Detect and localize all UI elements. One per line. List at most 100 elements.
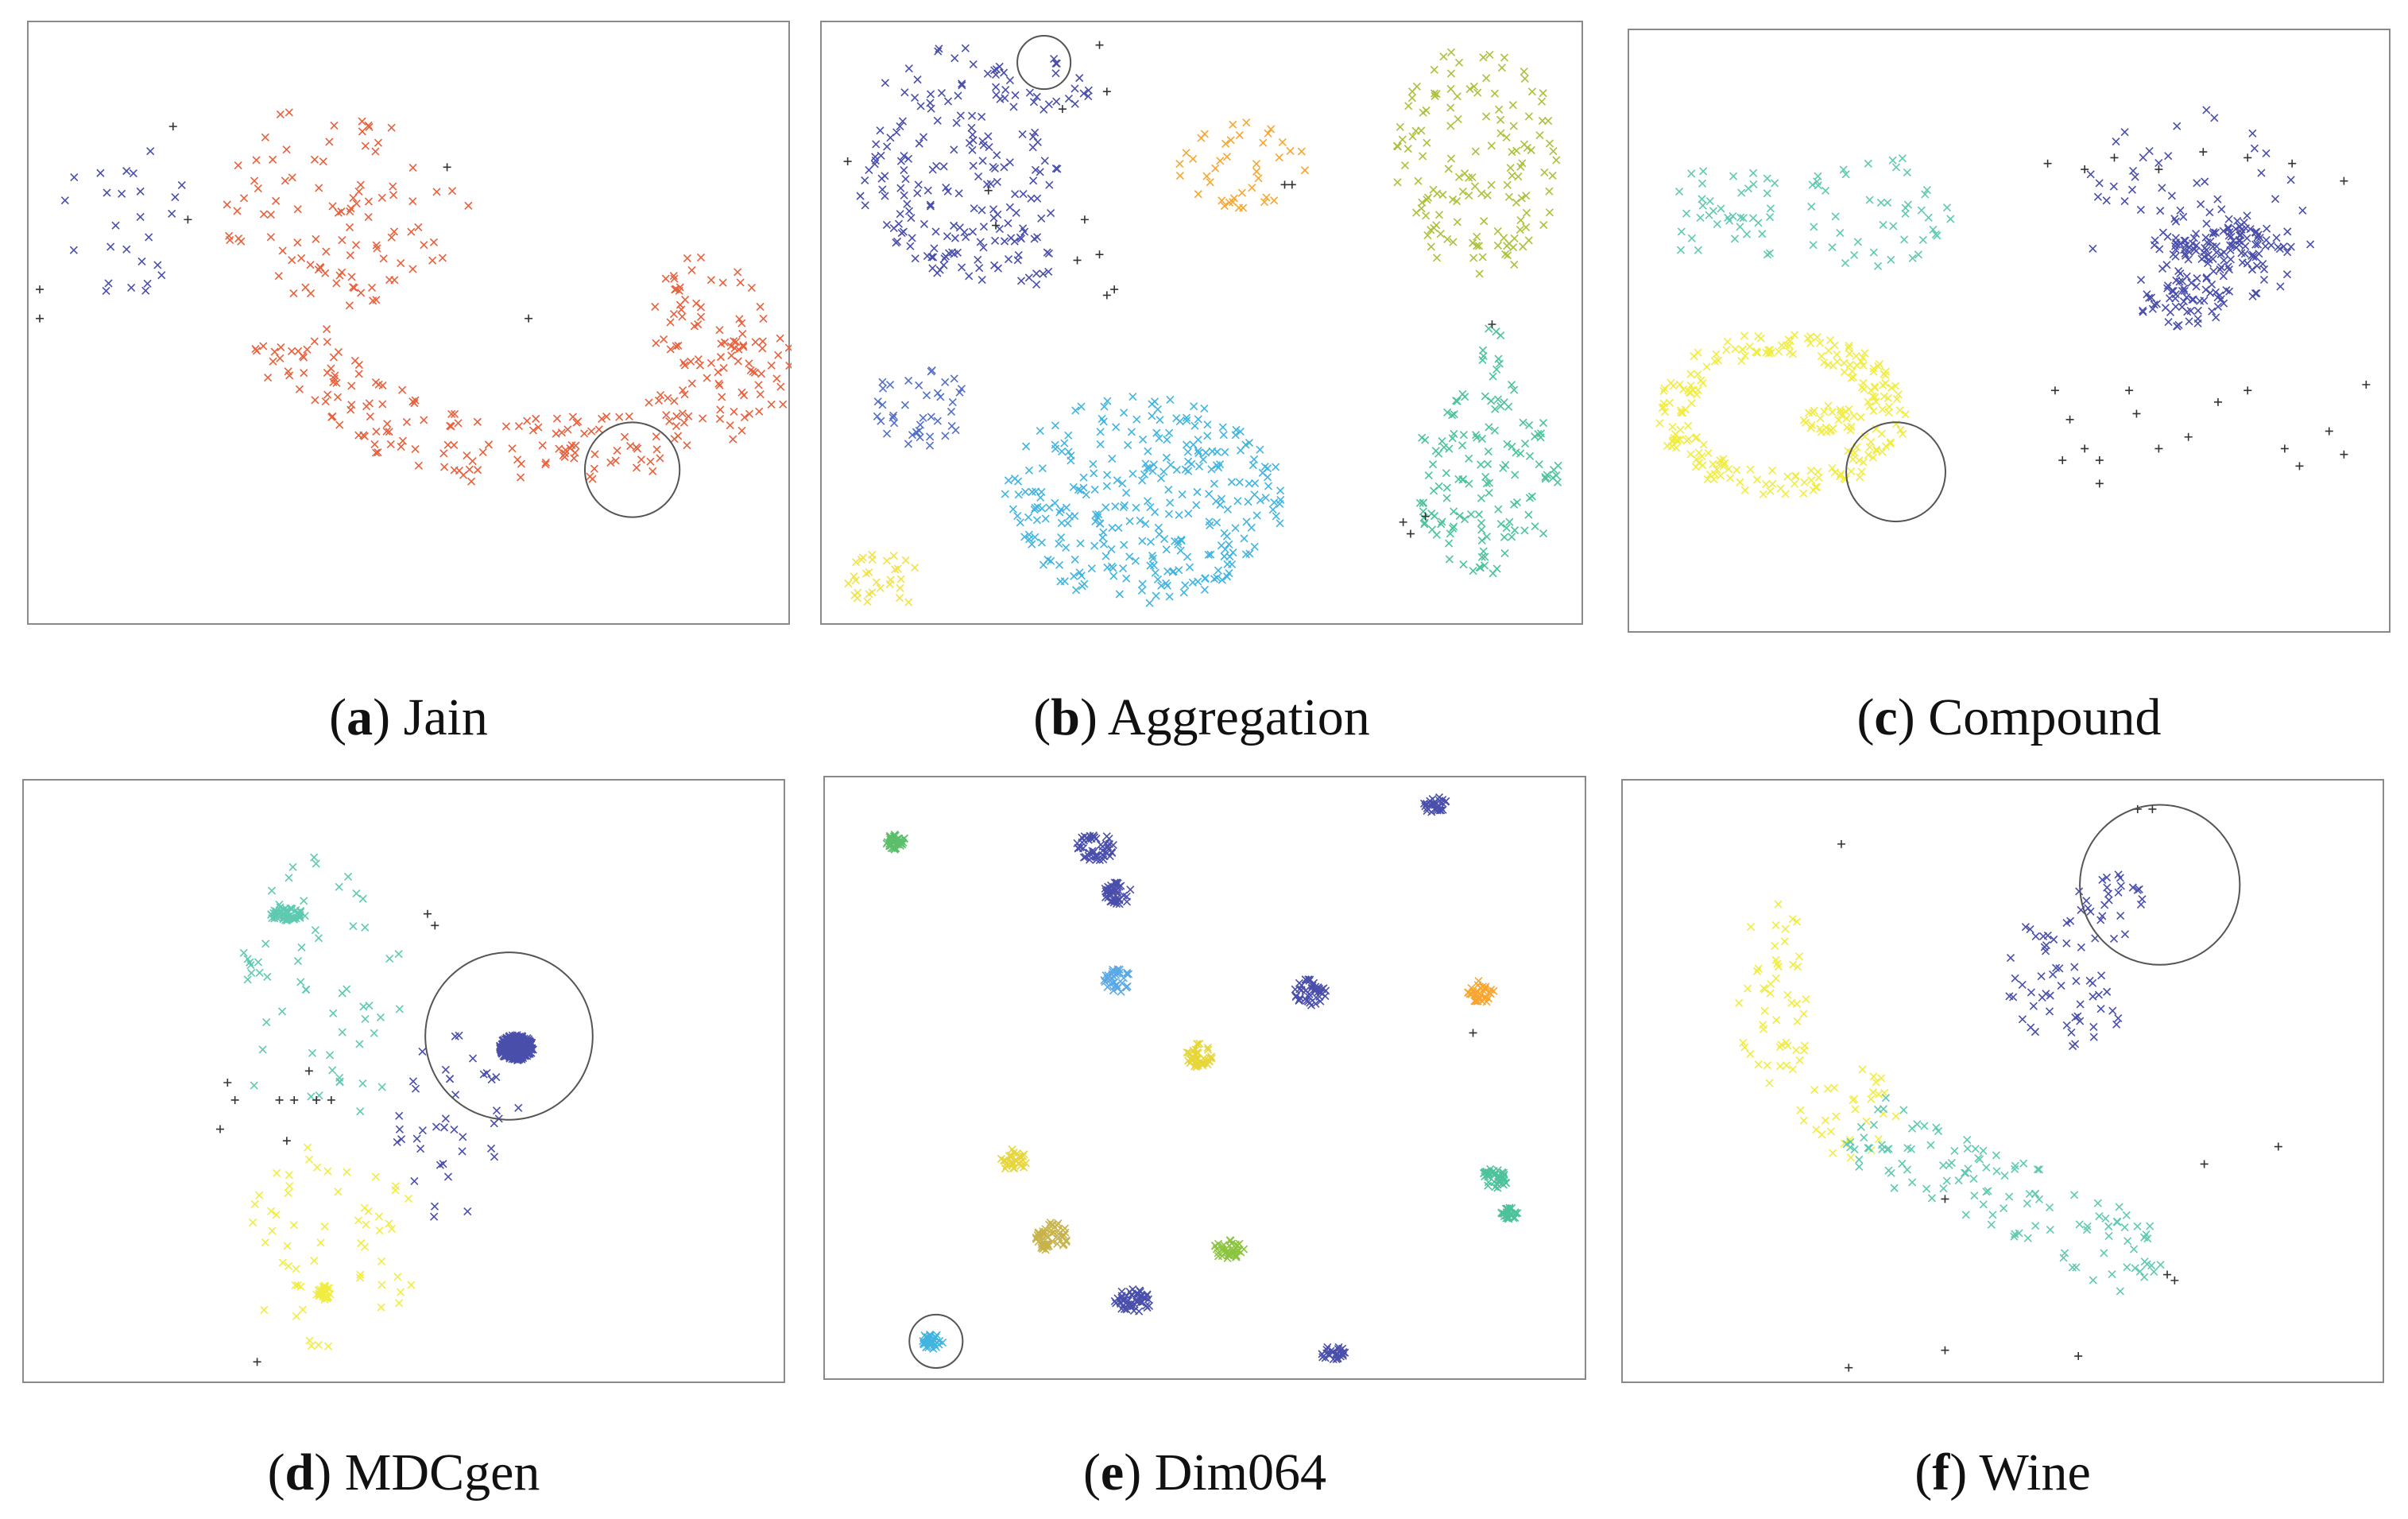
- data-point: [774, 351, 783, 359]
- data-point: [1836, 471, 1845, 481]
- data-point: [312, 1290, 321, 1299]
- data-point: [2062, 918, 2071, 928]
- data-point: [2238, 258, 2247, 267]
- data-point: [2213, 302, 2223, 311]
- data-point: [1433, 806, 1442, 815]
- data-point: [1049, 1220, 1058, 1229]
- noise-point: [2074, 1352, 2083, 1361]
- data-point: [1465, 84, 1474, 94]
- data-point: [1129, 470, 1137, 479]
- data-point: [1185, 563, 1194, 572]
- caption-mdcgen: (d) MDCgen: [267, 1443, 540, 1502]
- data-point: [877, 174, 886, 183]
- data-point: [377, 1303, 385, 1312]
- data-point: [1802, 995, 1810, 1004]
- data-point: [957, 385, 966, 393]
- data-point: [2104, 889, 2113, 898]
- data-point: [122, 167, 131, 176]
- data-point: [1078, 582, 1086, 591]
- data-point: [2247, 265, 2257, 274]
- data-point: [2139, 153, 2147, 162]
- dim064-cluster-10: [1032, 1219, 1071, 1254]
- data-point: [377, 1257, 386, 1265]
- data-point: [1894, 390, 1903, 399]
- data-point: [2139, 308, 2147, 316]
- data-point: [2216, 291, 2224, 300]
- data-point: [776, 382, 785, 391]
- data-point: [1508, 442, 1516, 451]
- data-point: [258, 1045, 267, 1054]
- data-point: [1849, 373, 1857, 382]
- data-point: [2050, 935, 2058, 944]
- data-point: [300, 897, 308, 905]
- data-point: [1694, 370, 1702, 379]
- data-point: [913, 189, 922, 198]
- data-point: [872, 578, 881, 587]
- data-point: [896, 122, 904, 130]
- data-point: [1117, 978, 1127, 987]
- data-point: [1763, 174, 1771, 183]
- data-point: [1025, 88, 1034, 97]
- data-point: [1055, 560, 1064, 569]
- data-point: [1698, 452, 1706, 461]
- data-point: [1516, 215, 1525, 225]
- data-point: [1019, 189, 1028, 199]
- data-point: [679, 418, 688, 427]
- data-point: [255, 968, 264, 977]
- data-point: [656, 391, 665, 400]
- data-point: [1525, 494, 1534, 502]
- data-point: [2018, 1015, 2027, 1024]
- data-point: [377, 193, 386, 202]
- data-point: [1252, 160, 1261, 169]
- data-point: [2173, 322, 2182, 331]
- noise-point: [2213, 397, 2222, 406]
- data-point: [729, 435, 737, 444]
- data-point: [361, 1014, 370, 1024]
- data-point: [979, 141, 988, 149]
- data-point: [1396, 122, 1404, 131]
- data-point: [1780, 937, 1789, 946]
- data-point: [1788, 915, 1797, 924]
- data-point: [1143, 1290, 1152, 1299]
- data-point: [1272, 463, 1280, 471]
- dim064-cluster-14: [1497, 1203, 1522, 1223]
- data-point: [1719, 462, 1728, 471]
- data-point: [1021, 487, 1030, 496]
- data-point: [943, 232, 951, 241]
- caption-title: Dim064: [1154, 1443, 1327, 1502]
- data-point: [355, 1273, 364, 1282]
- data-point: [1182, 440, 1191, 449]
- caption-compound: (c) Compound: [1856, 688, 2162, 746]
- data-point: [1931, 230, 1940, 239]
- data-point: [2023, 1234, 2032, 1242]
- data-point: [1081, 853, 1090, 862]
- data-point: [900, 401, 909, 409]
- data-point: [1859, 361, 1868, 370]
- data-point: [1771, 920, 1780, 929]
- data-point: [2163, 232, 2172, 241]
- data-point: [989, 205, 998, 214]
- compound-cluster-3: [2086, 106, 2315, 331]
- data-point: [385, 954, 394, 963]
- data-point: [1477, 518, 1486, 527]
- data-point: [521, 1038, 529, 1047]
- data-point: [1891, 163, 1901, 172]
- data-point: [239, 194, 249, 203]
- data-point: [1839, 165, 1848, 174]
- data-point: [1146, 561, 1155, 570]
- data-point: [1794, 952, 1804, 961]
- data-point: [1929, 225, 1938, 234]
- data-point: [1000, 163, 1008, 172]
- data-point: [1774, 347, 1783, 356]
- data-point: [606, 458, 615, 467]
- data-point: [2143, 1234, 2152, 1243]
- data-point: [2094, 990, 2103, 999]
- data-point: [1477, 525, 1486, 534]
- noise-point: [230, 1095, 239, 1104]
- data-point: [1172, 414, 1181, 423]
- data-point: [1677, 227, 1686, 236]
- data-point: [2120, 197, 2129, 206]
- data-point: [676, 300, 684, 309]
- data-point: [1527, 145, 1535, 155]
- data-point: [670, 435, 679, 444]
